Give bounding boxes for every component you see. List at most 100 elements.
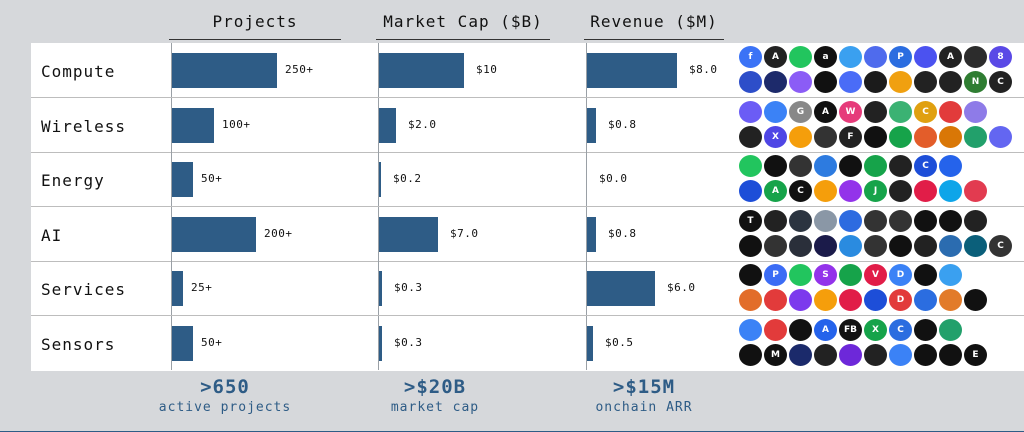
project-logo-icon [739, 155, 762, 178]
project-logo-icon [739, 180, 762, 203]
project-logo-icon [839, 344, 862, 366]
value-label: $0.3 [394, 336, 423, 349]
project-logo-icon [789, 155, 812, 178]
project-logo-icon [764, 319, 787, 341]
project-logo-icon [939, 125, 962, 148]
bar-market [379, 162, 381, 198]
project-logo-icon [939, 264, 962, 287]
project-logo-icon [939, 100, 962, 123]
header-market-cap-label: Market Cap ($B) [383, 12, 543, 31]
value-label: $0.8 [608, 226, 637, 240]
stat-market-cap-value: >$20B [403, 376, 467, 398]
value-label: 50+ [201, 172, 223, 186]
project-logo-icon: X [764, 125, 787, 148]
bar-projects [172, 326, 193, 361]
project-logo-icon [864, 344, 887, 366]
project-logo-icon [839, 46, 862, 68]
bar-revenue [587, 216, 596, 252]
project-logo-icon [864, 234, 887, 257]
bar-revenue [587, 53, 677, 88]
project-logo-icon [789, 264, 812, 287]
project-logo-icon [914, 289, 937, 312]
bar-market [379, 53, 464, 88]
axis-line [586, 206, 587, 261]
project-logo-icon [739, 289, 762, 312]
bar-market [379, 271, 382, 307]
bar-revenue [587, 271, 655, 307]
project-logo-icon [964, 209, 987, 232]
project-logo-icon: C [889, 319, 912, 341]
value-label: $0.0 [599, 172, 628, 186]
axis-line [378, 206, 379, 261]
project-logo-icon [739, 125, 762, 148]
value-label: 250+ [285, 63, 314, 76]
value-label: $7.0 [450, 226, 479, 240]
category-label: Compute [41, 62, 116, 81]
axis-line [378, 97, 379, 152]
project-logo-icon [914, 264, 937, 287]
project-logo-icon [939, 289, 962, 312]
header-projects: Projects [169, 6, 341, 40]
project-logo-icon [739, 100, 762, 123]
axis-line [586, 261, 587, 316]
value-label: 100+ [222, 117, 251, 131]
project-logo-icon [939, 234, 962, 257]
project-logo-icon: f [739, 46, 762, 68]
project-logo-icon [839, 71, 862, 93]
project-logo-icon [864, 155, 887, 178]
project-logo-icon [789, 125, 812, 148]
project-logo-icon [964, 289, 987, 312]
axis-line [586, 43, 587, 97]
project-logo-icon [914, 46, 937, 68]
project-logo-icon: A [939, 46, 962, 68]
row-wireless: Wireless 100+ $2.0 $0.8 G A W C X F [31, 97, 1024, 153]
axis-line [171, 316, 172, 370]
project-logo-icon: N [964, 71, 987, 93]
project-logo-icon [889, 344, 912, 366]
project-logo-icon [814, 209, 837, 232]
axis-line [586, 152, 587, 207]
category-label: Sensors [41, 335, 116, 354]
project-logo-icon [839, 234, 862, 257]
project-logo-icon: a [814, 46, 837, 68]
project-logo-icon [864, 289, 887, 312]
header-revenue: Revenue ($M) [584, 6, 724, 40]
project-logo-icon [939, 209, 962, 232]
project-logo-icon [814, 289, 837, 312]
project-logo-icon [914, 319, 937, 341]
project-logo-icon [814, 71, 837, 93]
project-logo-icon [739, 264, 762, 287]
axis-line [171, 152, 172, 207]
project-logo-icon: C [989, 234, 1012, 257]
project-logo-icon: F [839, 125, 862, 148]
project-logo-icon [964, 125, 987, 148]
project-logo-icon [914, 234, 937, 257]
project-logo-icon [889, 234, 912, 257]
project-logo-icon [864, 209, 887, 232]
project-logo-icon: V [864, 264, 887, 287]
header-revenue-label: Revenue ($M) [590, 12, 718, 31]
axis-line [378, 316, 379, 370]
project-logo-icon [814, 344, 837, 366]
project-logo-icon [964, 234, 987, 257]
project-logo-icon [989, 125, 1012, 148]
project-logo-icon: T [739, 209, 762, 232]
project-logo-icon [889, 180, 912, 203]
project-logo-icon: P [764, 264, 787, 287]
project-logo-icon: C [789, 180, 812, 203]
category-label: Wireless [41, 116, 127, 136]
project-logo-icon [789, 319, 812, 341]
value-label: $10 [476, 63, 498, 76]
category-label: AI [41, 225, 63, 245]
bar-market [379, 326, 382, 361]
project-logo-icon [739, 344, 762, 366]
stat-projects: >650 active projects [140, 376, 310, 415]
project-logo-icon [764, 100, 787, 123]
project-logo-icon: E [964, 344, 987, 366]
project-logo-icon [939, 344, 962, 366]
bar-projects [172, 53, 277, 88]
project-logo-icon: A [764, 180, 787, 203]
